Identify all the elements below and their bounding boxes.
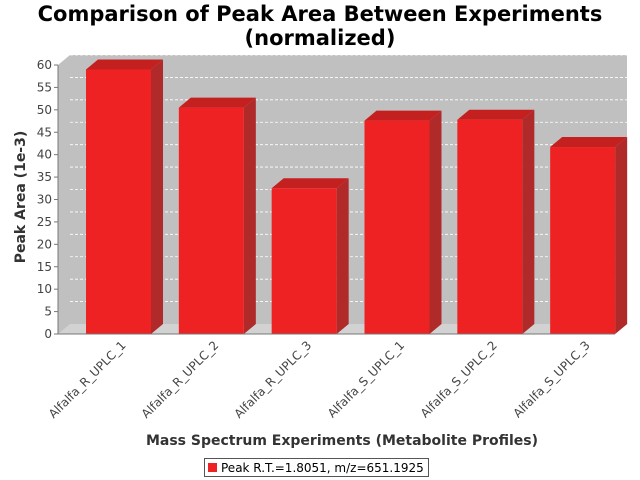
y-tick-label: 50 (37, 103, 52, 117)
bar-side (243, 97, 256, 334)
y-tick-label: 40 (37, 148, 52, 162)
chart-title-line-2: (normalized) (244, 26, 396, 50)
y-tick-label: 10 (37, 282, 52, 296)
bar-top (271, 178, 349, 189)
y-tick-label: 0 (44, 327, 52, 341)
x-tick-label: Alfalfa_S_UPLC_1 (325, 338, 407, 420)
bar (86, 59, 163, 334)
x-tick-label: Alfalfa_S_UPLC_3 (510, 338, 592, 420)
x-tick-label: Alfalfa_R_UPLC_3 (231, 338, 314, 421)
bar-side (615, 137, 628, 334)
x-axis-label: Mass Spectrum Experiments (Metabolite Pr… (146, 433, 538, 449)
x-axis-ticks: Alfalfa_R_UPLC_1 Alfalfa_R_UPLC_2 Alfalfa_… (46, 338, 593, 421)
bar-top (457, 109, 535, 120)
y-tick-label: 5 (44, 305, 52, 319)
bar (457, 109, 535, 335)
bar-side (336, 178, 349, 334)
bar (364, 110, 442, 335)
y-tick-label: 20 (37, 237, 52, 251)
x-tick-label: Alfalfa_R_UPLC_1 (46, 338, 129, 421)
y-tick-label: 30 (37, 193, 52, 207)
x-tick-label: Alfalfa_R_UPLC_2 (139, 338, 222, 421)
bar-front (457, 119, 523, 335)
y-tick-label: 60 (37, 58, 52, 72)
y-axis-ticks: 0 5 10 15 20 25 30 35 40 45 50 55 60 (37, 58, 58, 341)
bar-front (550, 147, 616, 334)
bar-side (151, 59, 163, 334)
bar-side (429, 110, 442, 335)
legend-label: Peak R.T.=1.8051, m/z=651.1925 (221, 460, 424, 475)
legend: Peak R.T.=1.8051, m/z=651.1925 (204, 458, 429, 477)
bar (271, 178, 349, 334)
legend-swatch (208, 463, 217, 472)
y-tick-label: 55 (37, 80, 52, 94)
chart-title-line-1: Comparison of Peak Area Between Experime… (37, 2, 603, 26)
bar-front (178, 107, 244, 334)
bar-side (522, 109, 535, 334)
y-tick-label: 45 (37, 125, 52, 139)
x-tick-label: Alfalfa_S_UPLC_2 (418, 338, 500, 420)
y-tick-label: 35 (37, 170, 52, 184)
bar-top (364, 110, 442, 121)
y-tick-label: 25 (37, 215, 52, 229)
bar-top (550, 137, 628, 148)
bar (178, 97, 256, 334)
bar-front (364, 120, 430, 335)
bar-front (86, 69, 151, 334)
bar-front (271, 188, 337, 334)
y-axis-label: Peak Area (1e-3) (13, 131, 29, 264)
bar (550, 137, 628, 334)
chart-title: Comparison of Peak Area Between Experime… (0, 2, 640, 50)
bar-top (178, 97, 256, 108)
bar-top (86, 59, 163, 70)
bars (86, 59, 628, 335)
y-tick-label: 15 (37, 260, 52, 274)
